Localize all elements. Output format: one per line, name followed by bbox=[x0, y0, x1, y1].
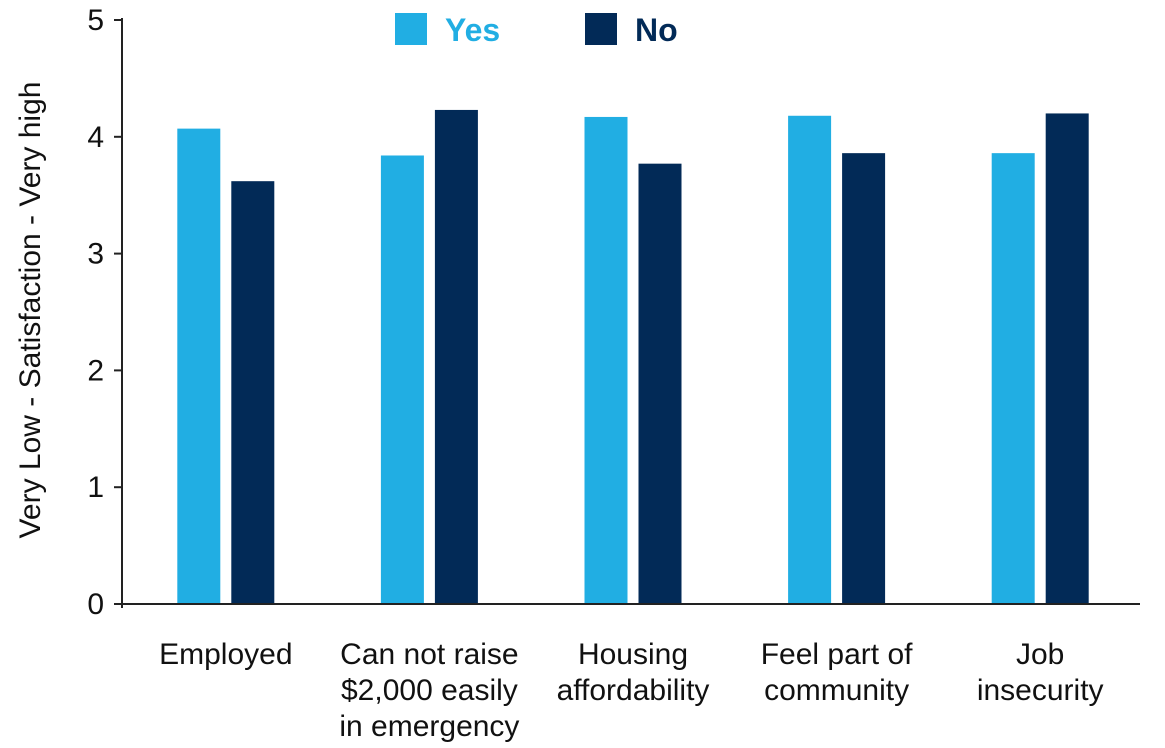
x-category-label: Housing bbox=[578, 638, 688, 671]
x-category-label: Feel part of bbox=[761, 638, 913, 671]
legend-swatch-no bbox=[585, 13, 617, 45]
bar-no-0 bbox=[231, 181, 275, 604]
bar-yes-2 bbox=[584, 116, 628, 604]
x-category-label: Can not raise bbox=[340, 638, 518, 671]
bar-no-3 bbox=[842, 153, 886, 605]
x-category-label: $2,000 easily bbox=[341, 674, 518, 707]
x-category-label: Employed bbox=[159, 638, 292, 671]
y-tick-label: 0 bbox=[87, 588, 104, 621]
x-category-label: affordability bbox=[557, 674, 710, 707]
legend-label-no: No bbox=[635, 12, 678, 48]
bar-yes-0 bbox=[177, 128, 221, 604]
y-axis: 0 1 2 3 4 5 bbox=[87, 4, 123, 621]
bar-yes-4 bbox=[991, 153, 1035, 605]
bars bbox=[177, 109, 1089, 605]
bar-no-1 bbox=[434, 109, 478, 604]
y-tick-label: 5 bbox=[87, 4, 104, 37]
bar-yes-1 bbox=[380, 155, 424, 604]
x-category-label: community bbox=[764, 674, 909, 707]
y-tick-label: 1 bbox=[87, 471, 104, 504]
x-category-label: in emergency bbox=[339, 710, 519, 743]
bar-no-4 bbox=[1045, 113, 1089, 604]
x-category-label: Job bbox=[1016, 638, 1064, 671]
bar-no-2 bbox=[638, 163, 682, 604]
y-tick-label: 3 bbox=[87, 238, 104, 271]
x-category-label: insecurity bbox=[977, 674, 1104, 707]
y-axis-title: Very Low - Satisfaction - Very high bbox=[14, 82, 47, 539]
legend: Yes No bbox=[395, 12, 678, 48]
y-tick-label: 4 bbox=[87, 121, 104, 154]
bar-yes-3 bbox=[788, 115, 832, 604]
legend-label-yes: Yes bbox=[445, 12, 500, 48]
legend-swatch-yes bbox=[395, 13, 427, 45]
y-tick-label: 2 bbox=[87, 354, 104, 387]
